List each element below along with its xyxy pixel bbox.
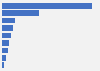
Bar <box>2 18 15 23</box>
Bar <box>2 25 13 31</box>
Bar <box>2 55 6 60</box>
Bar <box>2 10 39 16</box>
Bar <box>2 33 11 38</box>
Bar <box>2 48 8 53</box>
Bar <box>2 40 9 46</box>
Bar <box>2 62 4 68</box>
Bar <box>2 3 92 9</box>
